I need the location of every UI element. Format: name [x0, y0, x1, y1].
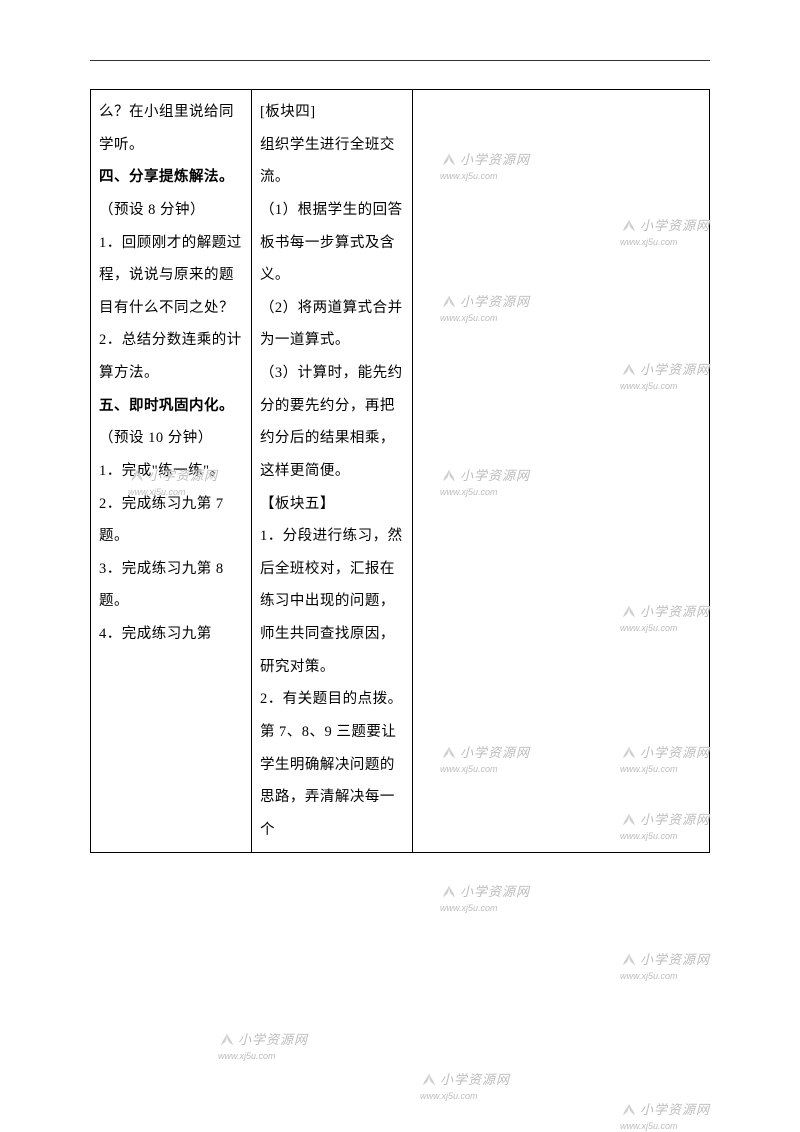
- watermark-title: 小学资源网: [440, 1072, 510, 1087]
- col1-line: 1．完成"练一练"。: [99, 455, 243, 488]
- watermark-title: 小学资源网: [640, 1102, 710, 1117]
- watermark-stamp: 小学资源网 www.xj5u.com: [420, 1072, 510, 1102]
- col3-cell: [412, 90, 709, 853]
- watermark-url: www.xj5u.com: [620, 971, 678, 981]
- col1-line: （预设 8 分钟）: [99, 194, 243, 227]
- col2-line: [板块四]: [260, 96, 404, 129]
- col2-cell: [板块四] 组织学生进行全班交流。 （1）根据学生的回答板书每一步算式及含义。 …: [251, 90, 412, 853]
- watermark-stamp: 小学资源网 www.xj5u.com: [620, 952, 710, 982]
- col1-line: 4．完成练习九第: [99, 618, 243, 651]
- col1-heading-4: 四、分享提炼解法。: [99, 161, 243, 194]
- col2-line: 组织学生进行全班交流。: [260, 129, 404, 194]
- watermark-stamp: 小学资源网 www.xj5u.com: [218, 1032, 308, 1062]
- col1-line: （预设 10 分钟）: [99, 422, 243, 455]
- col2-line: 1．分段进行练习，然后全班校对，汇报在练习中出现的问题，师生共同查找原因，研究对…: [260, 520, 404, 683]
- watermark-url: www.xj5u.com: [218, 1051, 276, 1061]
- lesson-plan-table: 么？在小组里说给同学听。 四、分享提炼解法。 （预设 8 分钟） 1．回顾刚才的…: [90, 89, 710, 853]
- watermark-url: www.xj5u.com: [620, 1121, 678, 1131]
- col1-line: 2．完成练习九第 7 题。: [99, 488, 243, 553]
- page-container: 么？在小组里说给同学听。 四、分享提炼解法。 （预设 8 分钟） 1．回顾刚才的…: [0, 0, 800, 1132]
- watermark-title: 小学资源网: [460, 884, 530, 899]
- watermark-title: 小学资源网: [238, 1032, 308, 1047]
- top-horizontal-rule: [90, 60, 710, 61]
- col2-line: 【板块五】: [260, 488, 404, 521]
- col1-line: 2．总结分数连乘的计算方法。: [99, 324, 243, 389]
- watermark-stamp: 小学资源网 www.xj5u.com: [620, 1102, 710, 1132]
- col1-cell: 么？在小组里说给同学听。 四、分享提炼解法。 （预设 8 分钟） 1．回顾刚才的…: [91, 90, 252, 853]
- col1-heading-5: 五、即时巩固内化。: [99, 390, 243, 423]
- col2-line: （3）计算时，能先约分的要先约分，再把约分后的结果相乘，这样更简便。: [260, 357, 404, 488]
- watermark-url: www.xj5u.com: [440, 903, 498, 913]
- col2-line: （2）将两道算式合并为一道算式。: [260, 292, 404, 357]
- watermark-stamp: 小学资源网 www.xj5u.com: [440, 884, 530, 914]
- watermark-title: 小学资源网: [640, 952, 710, 967]
- watermark-url: www.xj5u.com: [420, 1091, 478, 1101]
- col1-line: 么？在小组里说给同学听。: [99, 96, 243, 161]
- col2-line: 2．有关题目的点拨。: [260, 683, 404, 716]
- table-row: 么？在小组里说给同学听。 四、分享提炼解法。 （预设 8 分钟） 1．回顾刚才的…: [91, 90, 710, 853]
- col1-line: 1．回顾刚才的解题过程，说说与原来的题目有什么不同之处？: [99, 227, 243, 325]
- col1-line: 3．完成练习九第 8 题。: [99, 553, 243, 618]
- col2-line: 第 7、8、9 三题要让学生明确解决问题的思路，弄清解决每一个: [260, 716, 404, 847]
- col2-line: （1）根据学生的回答板书每一步算式及含义。: [260, 194, 404, 292]
